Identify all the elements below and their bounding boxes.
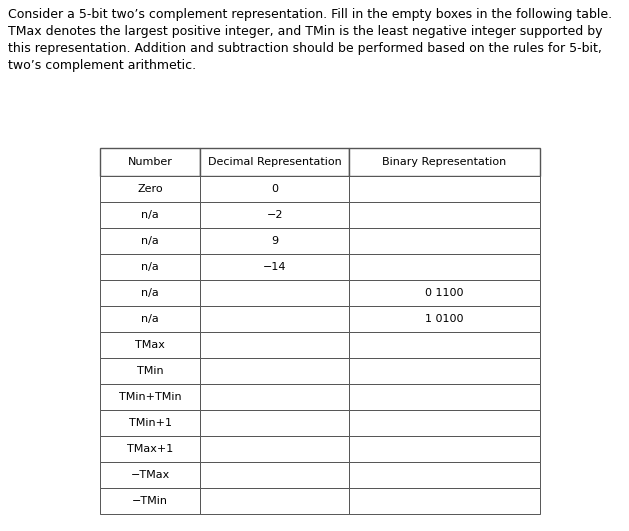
Bar (349, 332, 540, 358)
Bar (349, 306, 540, 332)
Text: TMax: TMax (135, 340, 165, 350)
Bar (200, 228, 349, 254)
Bar (349, 176, 540, 202)
Bar (200, 358, 349, 384)
Text: 0: 0 (271, 184, 278, 194)
Text: TMin+1: TMin+1 (129, 418, 172, 428)
Bar (200, 280, 349, 306)
Bar (349, 228, 540, 254)
Bar (200, 462, 349, 488)
Bar (100, 410, 200, 436)
Text: −TMin: −TMin (132, 496, 168, 506)
Bar (200, 384, 349, 410)
Text: Binary Representation: Binary Representation (382, 157, 506, 167)
Bar (100, 280, 200, 306)
Bar (100, 358, 200, 384)
Bar (349, 384, 540, 410)
Bar (349, 436, 540, 462)
Bar (100, 462, 200, 488)
Bar (200, 176, 349, 202)
Bar (100, 148, 200, 176)
Text: n/a: n/a (142, 314, 159, 324)
Text: −TMax: −TMax (131, 470, 170, 480)
Text: n/a: n/a (142, 288, 159, 298)
Bar (200, 488, 349, 514)
Text: Number: Number (128, 157, 172, 167)
Bar (100, 384, 200, 410)
Text: TMax+1: TMax+1 (127, 444, 173, 454)
Text: Consider a 5-bit two’s complement representation. Fill in the empty boxes in the: Consider a 5-bit two’s complement repres… (8, 8, 612, 21)
Bar (349, 410, 540, 436)
Text: 9: 9 (271, 236, 278, 246)
Bar (200, 254, 349, 280)
Bar (200, 202, 349, 228)
Bar (100, 228, 200, 254)
Bar (100, 306, 200, 332)
Bar (100, 202, 200, 228)
Text: TMax denotes the largest positive integer, and TMin is the least negative intege: TMax denotes the largest positive intege… (8, 25, 603, 38)
Text: −14: −14 (263, 262, 286, 272)
Bar (349, 254, 540, 280)
Bar (100, 332, 200, 358)
Text: two’s complement arithmetic.: two’s complement arithmetic. (8, 59, 196, 72)
Bar (100, 254, 200, 280)
Bar (100, 176, 200, 202)
Bar (200, 436, 349, 462)
Text: −2: −2 (267, 210, 283, 220)
Bar (200, 148, 349, 176)
Bar (200, 306, 349, 332)
Bar (349, 148, 540, 176)
Text: TMin: TMin (137, 366, 164, 376)
Text: Zero: Zero (137, 184, 163, 194)
Bar (349, 202, 540, 228)
Text: 0 1100: 0 1100 (425, 288, 464, 298)
Bar (100, 436, 200, 462)
Text: TMin+TMin: TMin+TMin (119, 392, 182, 402)
Bar (349, 280, 540, 306)
Bar (200, 332, 349, 358)
Text: n/a: n/a (142, 210, 159, 220)
Text: n/a: n/a (142, 262, 159, 272)
Text: n/a: n/a (142, 236, 159, 246)
Bar (349, 462, 540, 488)
Text: Decimal Representation: Decimal Representation (208, 157, 342, 167)
Bar (349, 358, 540, 384)
Bar (349, 488, 540, 514)
Bar (200, 410, 349, 436)
Text: this representation. Addition and subtraction should be performed based on the r: this representation. Addition and subtra… (8, 42, 602, 55)
Text: 1 0100: 1 0100 (425, 314, 464, 324)
Bar (100, 488, 200, 514)
